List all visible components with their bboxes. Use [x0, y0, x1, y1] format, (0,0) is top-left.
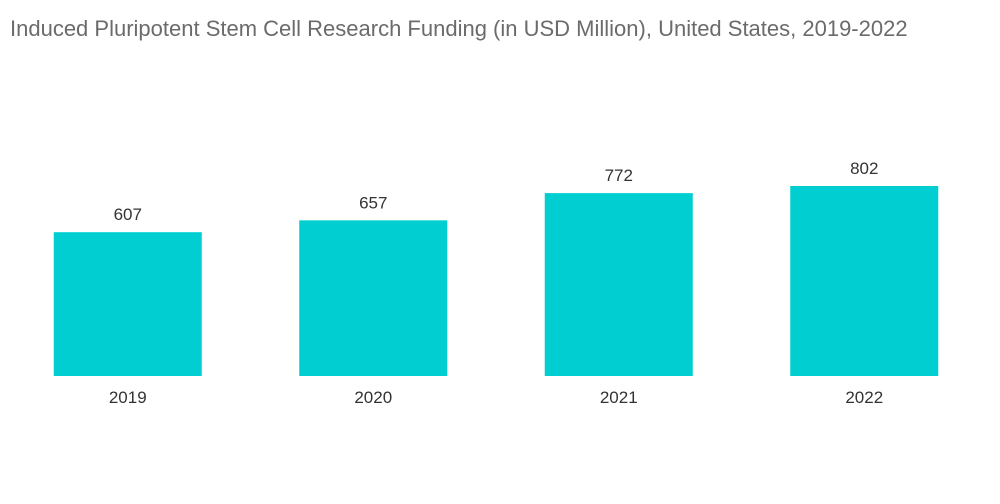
x-tick-label-2020: 2020: [354, 388, 392, 407]
bar-2022: [790, 186, 939, 376]
chart-title: Induced Pluripotent Stem Cell Research F…: [10, 16, 908, 41]
bar-value-label-2021: 772: [605, 166, 633, 185]
x-tick-label-2021: 2021: [600, 388, 638, 407]
bar-value-label-2019: 607: [114, 205, 142, 224]
bar-2021: [544, 193, 693, 376]
bar-2020: [299, 220, 448, 376]
bar-2019: [53, 232, 202, 376]
x-tick-label-2022: 2022: [845, 388, 883, 407]
x-tick-label-2019: 2019: [109, 388, 147, 407]
bar-value-label-2022: 802: [850, 159, 878, 178]
bar-value-label-2020: 657: [359, 193, 387, 212]
